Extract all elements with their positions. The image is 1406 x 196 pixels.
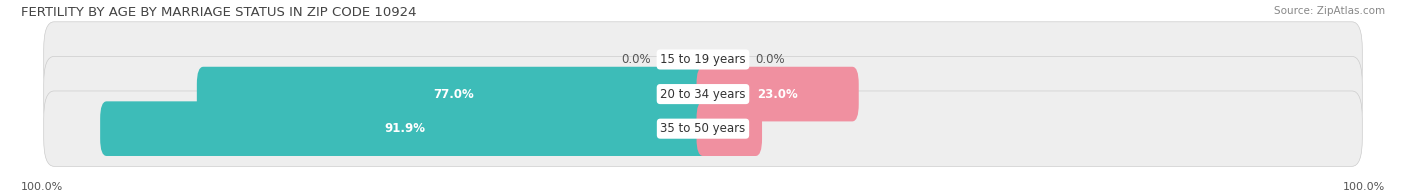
Text: 0.0%: 0.0% xyxy=(755,53,785,66)
FancyBboxPatch shape xyxy=(100,101,710,156)
FancyBboxPatch shape xyxy=(696,67,859,121)
Text: 20 to 34 years: 20 to 34 years xyxy=(661,88,745,101)
FancyBboxPatch shape xyxy=(44,91,1362,166)
Text: 35 to 50 years: 35 to 50 years xyxy=(661,122,745,135)
Text: 100.0%: 100.0% xyxy=(21,182,63,192)
Text: 8.1%: 8.1% xyxy=(713,122,745,135)
Text: 100.0%: 100.0% xyxy=(1343,182,1385,192)
FancyBboxPatch shape xyxy=(696,101,762,156)
Text: Source: ZipAtlas.com: Source: ZipAtlas.com xyxy=(1274,6,1385,16)
FancyBboxPatch shape xyxy=(44,56,1362,132)
Text: 15 to 19 years: 15 to 19 years xyxy=(661,53,745,66)
Text: FERTILITY BY AGE BY MARRIAGE STATUS IN ZIP CODE 10924: FERTILITY BY AGE BY MARRIAGE STATUS IN Z… xyxy=(21,6,416,19)
Text: 77.0%: 77.0% xyxy=(433,88,474,101)
FancyBboxPatch shape xyxy=(197,67,710,121)
Text: 0.0%: 0.0% xyxy=(621,53,651,66)
FancyBboxPatch shape xyxy=(44,22,1362,97)
Text: 23.0%: 23.0% xyxy=(758,88,799,101)
Text: 91.9%: 91.9% xyxy=(384,122,426,135)
